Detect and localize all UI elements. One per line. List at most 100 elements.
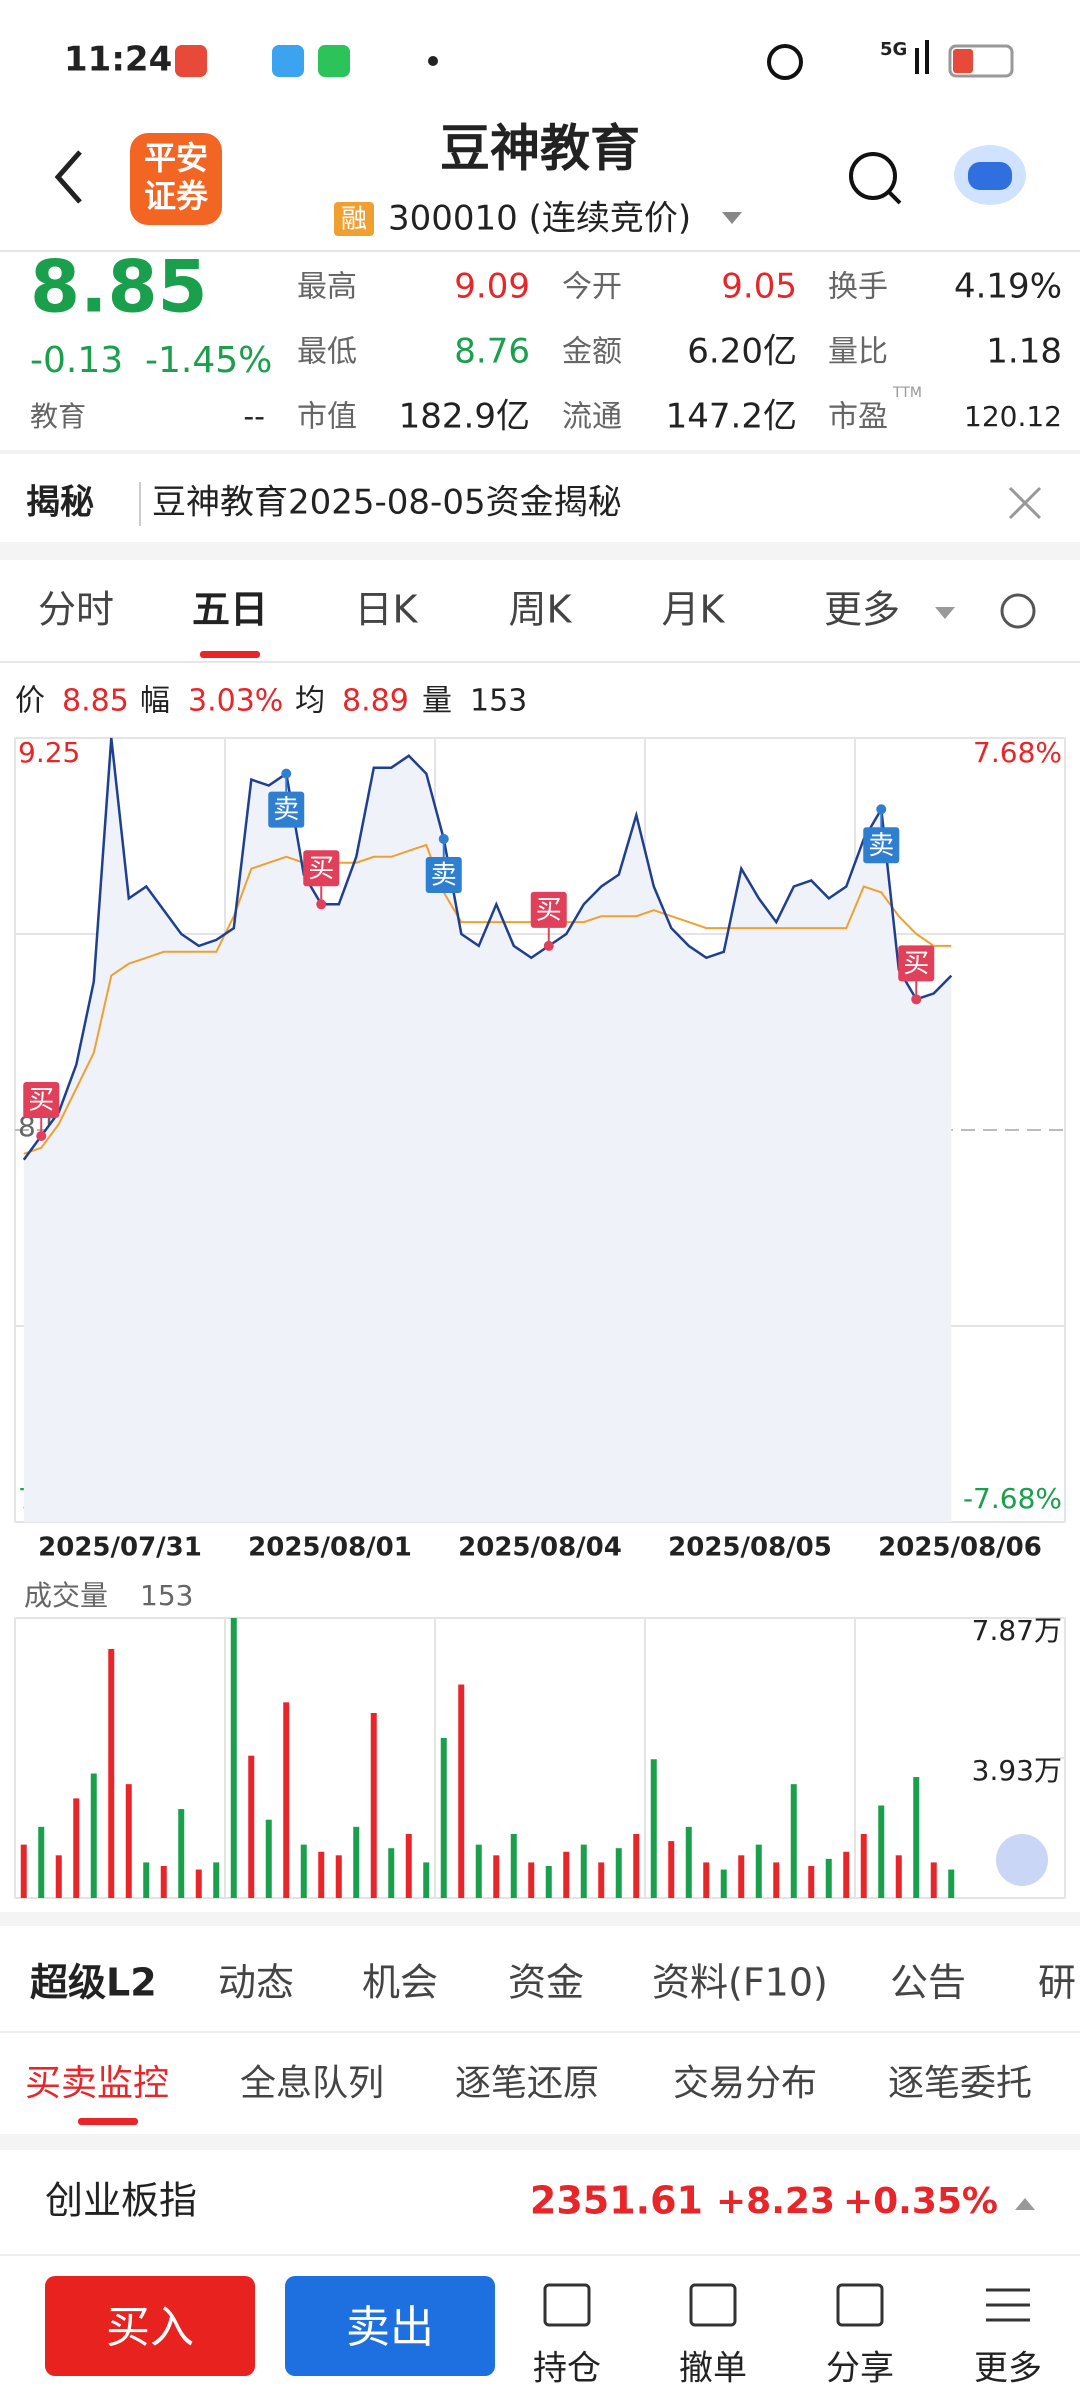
fullscreen-button[interactable] xyxy=(996,1834,1048,1886)
battery xyxy=(948,44,1014,78)
trade-point xyxy=(316,899,327,910)
back-button[interactable] xyxy=(54,150,82,204)
trade-marker xyxy=(303,850,340,887)
detail-tab[interactable]: 资料(F10) xyxy=(652,1961,828,2005)
volume-bar xyxy=(790,1784,797,1898)
x-tick-label: 2025/08/01 xyxy=(248,1533,412,1563)
volume-title: 成交量 xyxy=(24,1579,108,1612)
stat-value: 1.18 xyxy=(986,332,1062,372)
info-label: 价 xyxy=(15,684,45,719)
detail-tab[interactable]: 公告 xyxy=(890,1961,966,2005)
tool-label[interactable]: 分享 xyxy=(826,2349,894,2389)
stat-label: 最低 xyxy=(297,335,357,370)
volume-bar xyxy=(738,1855,745,1898)
y-tick-label: 3.93万 xyxy=(972,1754,1062,1787)
tool-label[interactable]: 持仓 xyxy=(533,2349,601,2389)
volume-bar xyxy=(370,1712,377,1898)
info-value: 8.85 xyxy=(62,684,129,719)
sub-tab[interactable]: 全息队列 xyxy=(240,2063,384,2104)
tool-label[interactable]: 更多 xyxy=(974,2349,1042,2389)
volume-bar xyxy=(423,1862,430,1898)
assistant-face xyxy=(968,162,1012,190)
active-subtab-underline xyxy=(78,2118,138,2125)
trade-point xyxy=(543,940,554,951)
detail-tab[interactable]: 动态 xyxy=(218,1961,294,2005)
cancel-icon[interactable] xyxy=(689,2283,737,2327)
buy-button[interactable] xyxy=(45,2276,255,2376)
sell-button[interactable] xyxy=(285,2276,495,2376)
sub-tab[interactable]: 逐笔还原 xyxy=(455,2063,599,2104)
volume-bar xyxy=(598,1862,605,1898)
banner-label: 揭秘 xyxy=(26,483,94,523)
search-button[interactable] xyxy=(849,152,897,200)
volume-bar xyxy=(930,1862,937,1898)
volume-bar xyxy=(493,1855,500,1898)
volume-bar xyxy=(20,1844,27,1898)
holdings-icon[interactable] xyxy=(543,2283,591,2327)
chart-tab[interactable]: 月K xyxy=(662,588,726,632)
sub-tab[interactable]: 交易分布 xyxy=(673,2063,817,2104)
stat-label: 金额 xyxy=(562,335,622,370)
volume-bar xyxy=(230,1618,237,1898)
logo-text: 证券 xyxy=(144,177,209,215)
stat-value: 9.09 xyxy=(454,267,530,307)
stock-code: 300010 (连续竞价) xyxy=(388,199,691,239)
badge xyxy=(334,202,374,236)
volume-bar xyxy=(563,1851,570,1898)
dropdown[interactable] xyxy=(935,607,955,619)
trade-marker-label: 卖 xyxy=(868,831,894,861)
stat-label: 今开 xyxy=(562,270,622,305)
volume-bar xyxy=(475,1844,482,1898)
x-tick-label: 2025/08/05 xyxy=(668,1533,832,1563)
settings-button[interactable] xyxy=(1000,593,1036,629)
banner-text[interactable]: 豆神教育2025-08-05资金揭秘 xyxy=(152,483,622,523)
x-tick-label: 2025/08/04 xyxy=(458,1533,622,1563)
more-icon[interactable] xyxy=(986,2288,1030,2322)
app-icon xyxy=(272,45,304,77)
buy-label[interactable]: 买入 xyxy=(106,2302,194,2353)
close-button[interactable] xyxy=(1008,486,1042,520)
y-tick-label: 7.87万 xyxy=(972,1614,1062,1647)
ttm: TTM xyxy=(892,385,922,401)
dropdown[interactable] xyxy=(722,212,742,224)
chart-tab[interactable]: 更多 xyxy=(824,588,900,632)
volume-bar xyxy=(545,1865,552,1898)
stat-value: 182.9亿 xyxy=(399,397,530,437)
index-name: 创业板指 xyxy=(45,2179,197,2223)
volume-bar xyxy=(38,1826,45,1898)
detail-tab[interactable]: 超级L2 xyxy=(30,1961,157,2005)
volume-bar xyxy=(440,1737,447,1898)
change-pct: -1.45% xyxy=(145,340,272,381)
tool-label[interactable]: 撤单 xyxy=(679,2349,747,2389)
chart-tab[interactable]: 日K xyxy=(355,588,419,632)
sub-tab[interactable]: 买卖监控 xyxy=(25,2063,169,2104)
volume-bar xyxy=(388,1848,395,1898)
logo-text: 平安 xyxy=(144,139,208,177)
volume-bar xyxy=(650,1759,657,1898)
divider xyxy=(0,542,1080,560)
info-label: 量 xyxy=(422,684,452,719)
detail-tab[interactable]: 资金 xyxy=(508,1961,584,2005)
chart-tab[interactable]: 五日 xyxy=(192,588,268,632)
share-icon[interactable] xyxy=(836,2283,884,2327)
chart-tab[interactable]: 周K xyxy=(509,588,573,632)
stat-value: 4.19% xyxy=(954,267,1062,307)
volume-bar xyxy=(55,1855,62,1898)
detail-tab[interactable]: 机会 xyxy=(362,1961,438,2005)
detail-tab[interactable]: 研 xyxy=(1038,1961,1076,2005)
expand-arrow[interactable] xyxy=(1015,2198,1035,2210)
volume-bar xyxy=(668,1841,675,1898)
trade-marker xyxy=(863,827,900,864)
volume-bar xyxy=(300,1844,307,1898)
divider xyxy=(0,2134,1080,2150)
index-change: +8.23 xyxy=(716,2181,835,2222)
sell-label[interactable]: 卖出 xyxy=(346,2302,434,2353)
trade-marker-label: 买 xyxy=(28,1085,54,1115)
sub-tab[interactable]: 逐笔委托 xyxy=(888,2063,1032,2104)
alarm-icon xyxy=(767,44,803,80)
x-tick-label: 2025/07/31 xyxy=(38,1533,202,1563)
chart-tab[interactable]: 分时 xyxy=(38,588,114,632)
trade-marker-label: 买 xyxy=(308,854,334,884)
